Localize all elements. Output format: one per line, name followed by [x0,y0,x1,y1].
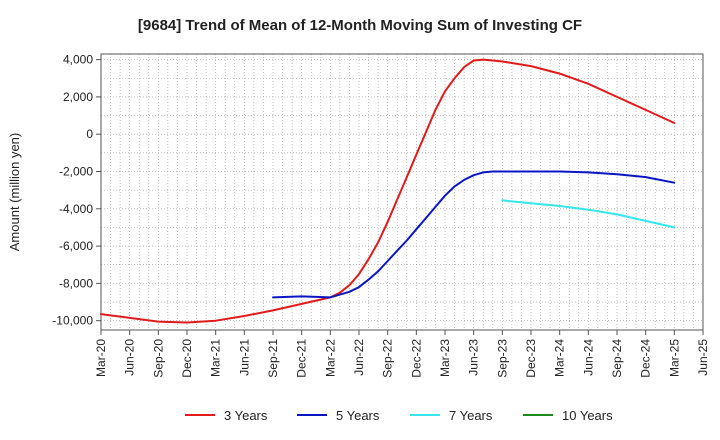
x-tick-label: Mar-21 [209,339,223,377]
x-tick-label: Jun-21 [237,339,251,376]
y-axis: 4,000 2,000 0 -2,000 -4,000 -6,000 -8,000 -10,0… [52,53,101,328]
series-line-5-years [272,170,676,299]
x-tick-label: Jun-22 [352,339,366,376]
y-tick-label: -4,000 [59,202,93,216]
x-tick-label: Mar-23 [438,339,452,377]
legend: 3 Years 5 Years 7 Years 10 Years [185,408,613,423]
y-tick-label: -10,000 [52,314,93,328]
x-tick-label: Sep-22 [381,339,395,378]
plot-area [100,53,704,331]
x-tick-label: Mar-24 [553,339,567,377]
x-tick-label: Sep-20 [151,339,165,378]
series-line-3-years [100,58,676,324]
series-lines [100,58,676,324]
y-tick-label: -2,000 [59,164,93,178]
x-tick-label: Mar-20 [94,339,108,377]
y-tick-label: 0 [86,127,93,141]
x-tick-label: Jun-20 [123,339,137,376]
legend-label-5-years: 5 Years [336,408,380,423]
y-axis-label: Amount (million yen) [7,133,22,252]
x-tick-label: Sep-23 [495,339,509,378]
y-tick-label: -8,000 [59,276,93,290]
x-axis: Mar-20 Jun-20 Sep-20 Dec-20 Mar-21 Jun-21 Sep-… [94,330,710,378]
x-tick-label: Jun-23 [467,339,481,376]
grid [100,54,704,330]
x-tick-label: Sep-24 [610,339,624,378]
x-tick-label: Jun-25 [696,339,710,376]
x-tick-label: Dec-23 [524,339,538,378]
x-tick-label: Sep-21 [266,339,280,378]
x-tick-label: Dec-24 [639,339,653,378]
y-tick-label: 4,000 [63,53,93,67]
legend-label-3-years: 3 Years [224,408,268,423]
legend-label-10-years: 10 Years [562,408,613,423]
y-tick-label: -6,000 [59,239,93,253]
x-tick-label: Mar-25 [667,339,681,377]
x-tick-label: Dec-20 [180,339,194,378]
legend-label-7-years: 7 Years [449,408,493,423]
series-line-7-years [501,199,676,229]
y-tick-label: 2,000 [63,90,93,104]
chart-title: [9684] Trend of Mean of 12-Month Moving … [138,17,582,34]
x-tick-label: Dec-21 [295,339,309,378]
x-tick-label: Jun-24 [581,339,595,376]
x-tick-label: Dec-22 [409,339,423,378]
x-tick-label: Mar-22 [323,339,337,377]
